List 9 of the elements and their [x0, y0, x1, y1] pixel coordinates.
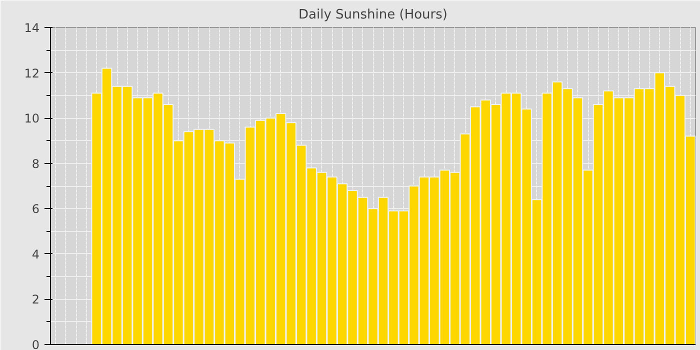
chart-title: Daily Sunshine (Hours) — [298, 8, 448, 22]
y-tick-label: 8 — [32, 156, 40, 171]
y-tick-label: 0 — [32, 338, 40, 350]
y-tick-label: 6 — [32, 202, 40, 216]
y-tick-label: 14 — [24, 21, 40, 35]
y-tick-label: 4 — [32, 247, 40, 262]
y-tick-label: 2 — [32, 292, 40, 307]
y-tick-label: 10 — [24, 112, 40, 126]
y-tick-label: 12 — [24, 66, 40, 80]
